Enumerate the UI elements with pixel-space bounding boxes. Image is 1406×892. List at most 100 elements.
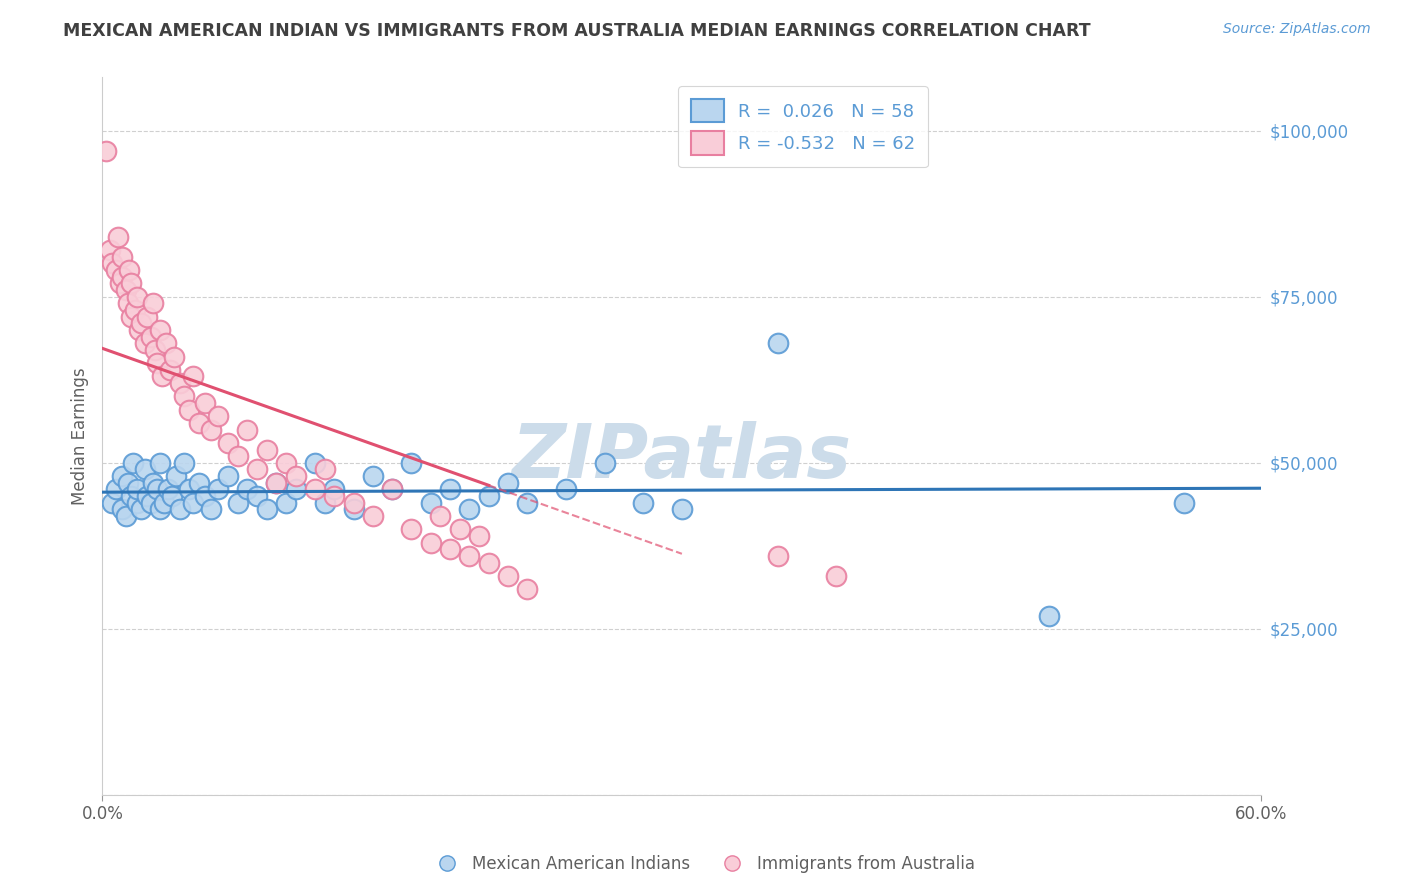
Point (117, 296, 139, 310)
Point (120, 310, 142, 324)
Legend: Mexican American Indians, Immigrants from Australia: Mexican American Indians, Immigrants fro… (425, 848, 981, 880)
Point (468, 529, 491, 543)
Point (111, 502, 134, 516)
Point (236, 423, 259, 437)
Point (419, 496, 441, 510)
Point (181, 369, 204, 384)
Point (458, 502, 481, 516)
Point (381, 483, 404, 497)
Point (149, 456, 172, 470)
Point (127, 290, 149, 304)
Point (768, 336, 790, 351)
Point (188, 416, 211, 430)
Y-axis label: Median Earnings: Median Earnings (72, 368, 89, 505)
Point (314, 462, 336, 476)
Point (114, 283, 136, 297)
Point (101, 496, 124, 510)
Point (129, 502, 152, 516)
Point (139, 329, 162, 343)
Point (342, 502, 364, 516)
Point (135, 489, 157, 503)
Point (117, 475, 139, 490)
Point (439, 542, 461, 557)
Point (114, 508, 136, 523)
Point (381, 483, 404, 497)
Point (361, 469, 384, 483)
Point (134, 462, 156, 476)
Point (134, 336, 156, 351)
Point (127, 483, 149, 497)
Point (96, 144, 118, 158)
Point (127, 496, 149, 510)
Point (181, 496, 204, 510)
Point (111, 269, 134, 284)
Point (516, 496, 538, 510)
Point (671, 502, 693, 516)
Point (150, 369, 173, 384)
Point (145, 356, 167, 370)
Point (194, 396, 217, 410)
Point (342, 496, 364, 510)
Point (153, 496, 176, 510)
Point (179, 402, 201, 417)
Point (200, 423, 222, 437)
Point (304, 456, 326, 470)
Point (284, 483, 307, 497)
Point (401, 522, 423, 536)
Point (323, 483, 346, 497)
Point (496, 475, 519, 490)
Point (633, 496, 655, 510)
Point (478, 489, 501, 503)
Point (124, 303, 146, 318)
Point (163, 350, 186, 364)
Point (246, 462, 269, 476)
Point (1038, 608, 1060, 623)
Point (98, 243, 121, 257)
Point (160, 489, 183, 503)
Point (256, 502, 278, 516)
Point (274, 456, 297, 470)
Point (120, 277, 142, 291)
Point (159, 363, 181, 377)
Point (149, 502, 172, 516)
Point (401, 456, 423, 470)
Point (104, 263, 127, 277)
Point (179, 483, 201, 497)
Point (139, 496, 162, 510)
Point (122, 456, 145, 470)
Point (236, 483, 259, 497)
Point (274, 496, 297, 510)
Point (207, 409, 229, 424)
Point (194, 489, 217, 503)
Point (246, 489, 269, 503)
Point (516, 582, 538, 596)
Point (169, 502, 191, 516)
Point (555, 483, 578, 497)
Point (207, 483, 229, 497)
Point (118, 263, 141, 277)
Point (129, 316, 152, 330)
Point (143, 343, 166, 357)
Point (593, 456, 616, 470)
Point (169, 376, 191, 390)
Point (458, 549, 481, 563)
Point (145, 483, 167, 497)
Point (1173, 496, 1195, 510)
Point (226, 496, 249, 510)
Point (323, 489, 346, 503)
Point (449, 522, 471, 536)
Text: ZIPatlas: ZIPatlas (512, 421, 852, 494)
Text: MEXICAN AMERICAN INDIAN VS IMMIGRANTS FROM AUSTRALIA MEDIAN EARNINGS CORRELATION: MEXICAN AMERICAN INDIAN VS IMMIGRANTS FR… (63, 22, 1091, 40)
Point (825, 569, 848, 583)
Point (104, 483, 127, 497)
Point (361, 508, 384, 523)
Legend: R =  0.026   N = 58, R = -0.532   N = 62: R = 0.026 N = 58, R = -0.532 N = 62 (679, 87, 928, 167)
Point (108, 277, 131, 291)
Point (284, 469, 307, 483)
Point (188, 475, 211, 490)
Point (496, 569, 519, 583)
Point (173, 456, 195, 470)
Point (120, 489, 142, 503)
Point (304, 483, 326, 497)
Point (264, 475, 287, 490)
